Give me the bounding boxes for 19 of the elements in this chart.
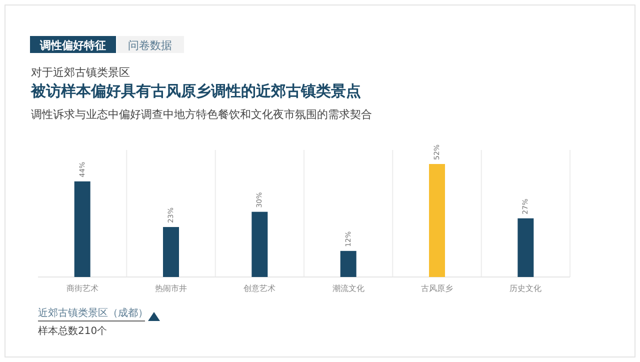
x-tick-label: 创意艺术 [244,284,276,293]
x-tick-label: 古风原乡 [421,284,453,293]
text: 调性偏好特征 [39,39,106,52]
text: 近郊古镇类景区（成都） [38,307,148,319]
chart-title: 被访样本偏好具有古风原乡调性的近郊古镇类景点 [30,82,361,100]
x-tick-label: 潮流文化 [332,284,364,293]
x-tick-label: 热闹市井 [155,284,187,293]
text: 问卷数据 [128,39,172,52]
bar [74,181,90,277]
chart-subtitle: 调性诉求与业态中偏好调查中地方特色餐饮和文化夜市氛围的需求契合 [31,108,372,121]
x-tick-label: 商街艺术 [66,284,98,293]
x-tick-label: 历史文化 [510,284,542,293]
text: 对于近郊古镇类景区 [31,66,130,79]
bar [252,212,268,277]
bar [429,164,445,277]
bar [163,227,179,277]
bar [518,218,534,277]
text: 样本总数210个 [38,325,108,337]
bar [340,250,356,277]
